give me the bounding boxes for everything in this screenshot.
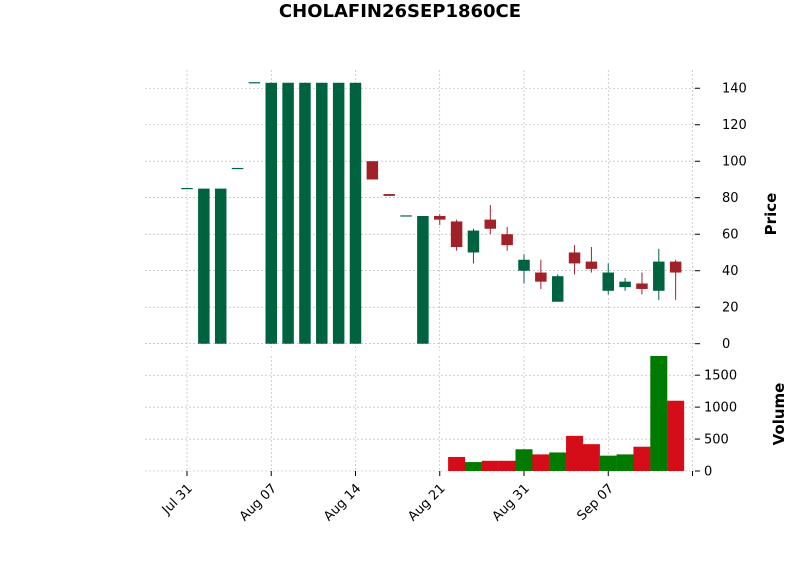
chart-title: CHOLAFIN26SEP1860CE	[279, 1, 521, 22]
candle-body	[501, 234, 513, 246]
candle-body	[198, 188, 210, 344]
x-tick-label: Sep 07	[575, 481, 618, 524]
candle-body	[602, 272, 614, 291]
x-tick-label: Aug 14	[321, 481, 364, 524]
x-tick-label: Aug 07	[237, 481, 280, 524]
volume-bar	[464, 462, 482, 471]
volume-axis: 0 500 1000 1500	[695, 369, 737, 480]
volume-bar	[633, 446, 651, 471]
candle-body	[636, 283, 648, 289]
candle-body	[467, 230, 480, 253]
volume-bar	[448, 456, 466, 471]
x-tick-label: Jul 31	[159, 481, 196, 518]
price-tick-label: 120	[722, 118, 747, 133]
volume-tick-label: 1000	[704, 401, 737, 416]
candle-body	[265, 82, 277, 344]
candle-body	[484, 219, 497, 229]
candle-body	[518, 259, 530, 271]
x-axis: Jul 31 Aug 07 Aug 14 Aug 21 Aug 31 Sep 07	[159, 471, 693, 524]
candle-body	[417, 215, 429, 344]
volume-bar	[481, 460, 499, 471]
price-tick-label: 20	[722, 301, 739, 316]
candle-body	[299, 82, 311, 344]
volume-grid	[145, 356, 695, 472]
volume-bar	[498, 460, 516, 471]
volume-tick-label: 1500	[704, 369, 737, 384]
volume-bar	[582, 444, 600, 471]
volume-bar	[549, 452, 567, 471]
price-tick-label: 60	[722, 228, 739, 243]
candle-body	[383, 194, 395, 196]
volume-bar	[566, 435, 584, 471]
volume-bars-layer	[448, 356, 685, 471]
volume-bar	[616, 454, 634, 471]
price-tick-label: 40	[722, 264, 739, 279]
x-tick-label: Aug 31	[490, 481, 533, 524]
volume-tick-label: 500	[704, 433, 729, 448]
candle-body	[214, 188, 227, 344]
candle-body	[366, 161, 379, 180]
price-tick-label: 0	[722, 337, 730, 352]
candle-body	[568, 252, 581, 264]
candle-body	[619, 281, 631, 288]
volume-bar	[599, 455, 617, 471]
volume-bar	[650, 356, 668, 471]
candle-body	[551, 276, 564, 302]
x-tick-label: Aug 21	[405, 481, 448, 524]
candle-body	[282, 82, 294, 344]
candle-body	[434, 215, 446, 220]
candle-body	[585, 261, 598, 269]
price-tick-label: 100	[722, 155, 747, 170]
candle-body	[316, 82, 328, 344]
volume-bar	[667, 400, 685, 471]
candles-layer	[181, 82, 682, 344]
volume-axis-label: Volume	[770, 383, 788, 446]
price-axis-label: Price	[762, 193, 780, 236]
volume-tick-label: 0	[704, 465, 712, 480]
candle-body	[653, 261, 665, 291]
price-tick-label: 140	[722, 82, 747, 97]
candle-body	[669, 261, 682, 273]
volume-bar	[532, 454, 550, 471]
candle-body	[332, 82, 345, 344]
candle-body	[450, 221, 463, 247]
price-axis: 0 20 40 60 80 100 120 140	[695, 82, 747, 352]
price-tick-label: 80	[722, 191, 739, 206]
volume-bar	[515, 449, 533, 471]
candle-body	[349, 82, 362, 344]
candle-body	[535, 272, 547, 282]
